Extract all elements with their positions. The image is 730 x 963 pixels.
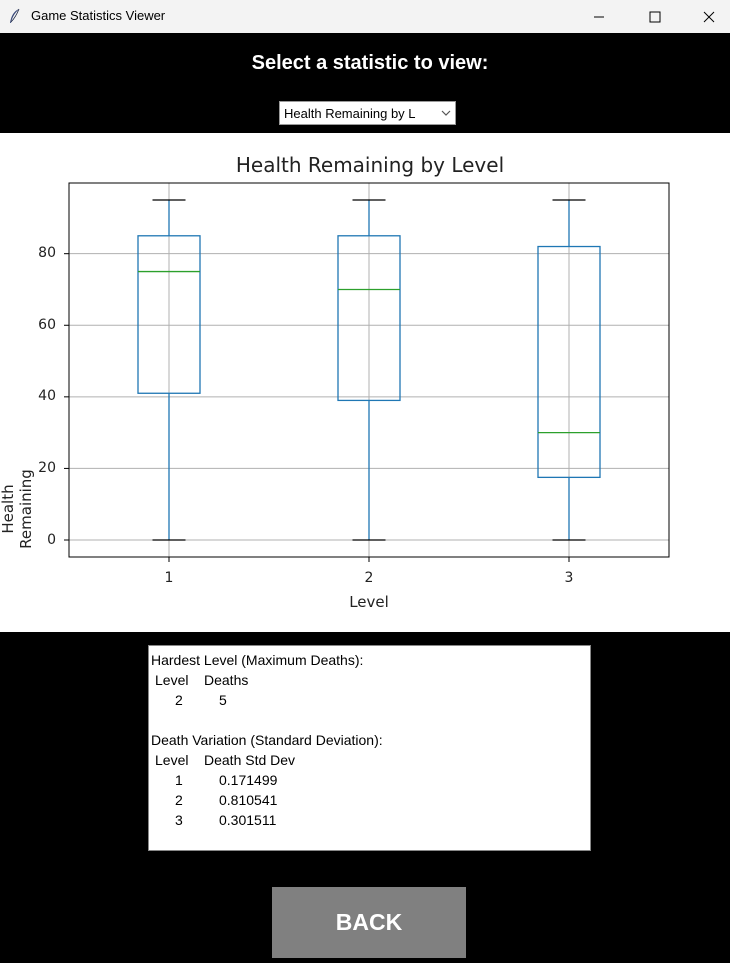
dropdown-selected-value: Health Remaining by L xyxy=(284,106,416,121)
variation-row-stddev: 0.171499 xyxy=(219,772,278,788)
window-title: Game Statistics Viewer xyxy=(31,8,166,23)
variation-row-level: 1 xyxy=(175,772,183,788)
minimize-button[interactable] xyxy=(574,0,624,33)
back-button[interactable]: BACK xyxy=(272,887,466,958)
y-tick-label: 20 xyxy=(38,460,56,476)
maximize-button[interactable] xyxy=(630,0,680,33)
stats-panel: Hardest Level (Maximum Deaths): Level De… xyxy=(148,645,591,851)
chart-title: Health Remaining by Level xyxy=(235,153,505,177)
plot-frame xyxy=(68,182,670,558)
box-iqr xyxy=(137,235,201,394)
y-tick-label: 60 xyxy=(38,317,56,333)
close-icon xyxy=(703,11,715,22)
variation-row-stddev: 0.810541 xyxy=(219,792,278,808)
y-tick-label: 40 xyxy=(38,388,56,404)
hardest-col-deaths: Deaths xyxy=(204,672,249,688)
x-axis-label: Level xyxy=(349,593,389,611)
variation-col-stddev: Death Std Dev xyxy=(204,752,296,768)
variation-row-level: 3 xyxy=(175,812,183,828)
variation-row-level: 2 xyxy=(175,792,183,808)
close-button[interactable] xyxy=(684,0,730,33)
y-tick-label: 80 xyxy=(38,245,56,261)
chevron-down-icon xyxy=(441,110,451,116)
minimize-icon xyxy=(594,16,604,17)
variation-col-level: Level xyxy=(155,752,189,768)
hardest-row-level: 2 xyxy=(175,692,183,708)
x-tick-label: 2 xyxy=(364,570,374,586)
statistic-prompt: Select a statistic to view: xyxy=(251,52,489,74)
chart-area: Health Remaining by Level Health Remaini… xyxy=(0,133,730,632)
x-tick-label: 1 xyxy=(164,570,174,586)
x-tick-label: 3 xyxy=(564,570,574,586)
title-bar: Game Statistics Viewer xyxy=(0,0,730,33)
maximize-icon xyxy=(649,11,661,22)
variation-heading: Death Variation (Standard Deviation): xyxy=(151,732,383,748)
box-iqr xyxy=(337,235,401,402)
box-plot xyxy=(64,182,670,562)
y-tick-label: 0 xyxy=(47,532,56,548)
hardest-row-deaths: 5 xyxy=(219,692,227,708)
hardest-col-level: Level xyxy=(155,672,189,688)
hardest-level-heading: Hardest Level (Maximum Deaths): xyxy=(151,652,364,668)
variation-row-stddev: 0.301511 xyxy=(219,812,277,828)
feather-icon xyxy=(10,8,20,23)
statistic-dropdown[interactable]: Health Remaining by L xyxy=(279,101,456,125)
box-iqr xyxy=(537,245,601,479)
